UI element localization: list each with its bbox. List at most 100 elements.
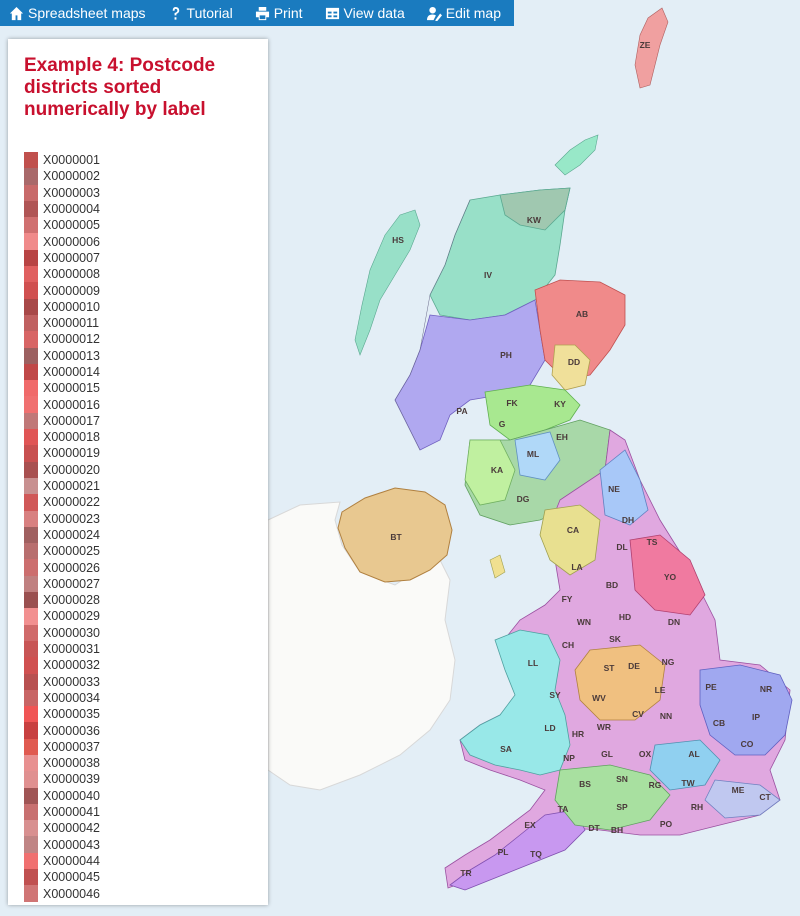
map-label-nr: NR [760, 684, 772, 694]
legend-item[interactable]: X0000019 [24, 445, 101, 462]
map-labels: ZE KW HS IV AB PH DD PA FK KY G EH ML KA DG NE BT DH CA TS D… [390, 40, 772, 878]
legend-swatch [24, 592, 38, 609]
map-label-yo: YO [664, 572, 677, 582]
legend-item[interactable]: X0000042 [24, 820, 100, 837]
legend-item[interactable]: X0000027 [24, 575, 100, 593]
legend-item[interactable]: X0000011 [24, 314, 100, 332]
legend-item[interactable]: X0000018 [24, 429, 100, 446]
legend-item[interactable]: X0000033 [24, 673, 100, 690]
legend-swatch [24, 168, 38, 185]
legend-label: X0000004 [43, 202, 101, 217]
legend-item[interactable]: X0000034 [24, 689, 100, 707]
legend-swatch [24, 314, 38, 332]
map-label-dd: DD [568, 357, 580, 367]
map-label-ex: EX [524, 820, 536, 830]
region-south [554, 764, 671, 831]
edit-map-button[interactable]: Edit map [416, 0, 512, 26]
legend-swatch [24, 445, 38, 462]
legend-item[interactable]: X0000017 [24, 412, 100, 430]
tutorial-button[interactable]: Tutorial [157, 0, 244, 26]
legend-swatch [24, 575, 38, 593]
legend-swatch [24, 152, 38, 169]
legend-item[interactable]: X0000020 [24, 461, 100, 478]
legend-item[interactable]: X0000014 [24, 363, 100, 381]
legend-swatch [24, 298, 38, 315]
legend-swatch [24, 200, 38, 218]
legend-item[interactable]: X0000013 [24, 347, 101, 364]
legend-label: X0000006 [43, 234, 101, 249]
edit-map-label: Edit map [445, 5, 501, 21]
map-label-hr: HR [572, 729, 584, 739]
legend-item[interactable]: X0000007 [24, 249, 101, 267]
legend-item[interactable]: X0000041 [24, 803, 100, 821]
region-southwest [449, 809, 586, 891]
legend-swatch [24, 412, 38, 430]
legend-label: X0000043 [43, 837, 101, 852]
map-label-co: CO [741, 739, 754, 749]
legend-item[interactable]: X0000008 [24, 266, 100, 283]
legend-item[interactable]: X0000046 [24, 885, 100, 902]
legend-swatch [24, 347, 38, 364]
map-label-bh: BH [611, 825, 623, 835]
legend-item[interactable]: X0000005 [24, 217, 100, 234]
legend-item[interactable]: X0000039 [24, 771, 100, 788]
legend-item[interactable]: X0000029 [24, 608, 100, 625]
legend-swatch [24, 689, 38, 707]
legend-item[interactable]: X0000003 [24, 184, 100, 201]
legend-item[interactable]: X0000021 [24, 477, 100, 495]
map-label-ox: OX [639, 749, 652, 759]
legend-swatch [24, 429, 38, 446]
legend-label: X0000037 [43, 739, 101, 754]
spreadsheet-maps-button[interactable]: Spreadsheet maps [0, 0, 157, 26]
legend-swatch [24, 869, 38, 886]
legend-item[interactable]: X0000030 [24, 624, 100, 641]
legend-item[interactable]: X0000023 [24, 510, 100, 527]
legend-item[interactable]: X0000045 [24, 869, 100, 886]
legend-item[interactable]: X0000022 [24, 494, 100, 511]
legend-swatch [24, 852, 38, 870]
legend-item[interactable]: X0000009 [24, 282, 100, 299]
map-label-sk: SK [609, 634, 622, 644]
legend-label: X0000019 [43, 446, 101, 461]
map-label-g: G [499, 419, 506, 429]
legend-swatch [24, 461, 38, 478]
legend-item[interactable]: X0000040 [24, 787, 100, 804]
legend-swatch [24, 526, 38, 544]
legend-item[interactable]: X0000024 [24, 526, 100, 544]
print-button[interactable]: Print [244, 0, 314, 26]
map-label-wn: WN [577, 617, 591, 627]
legend-label: X0000007 [43, 250, 101, 265]
legend-swatch [24, 657, 38, 674]
legend-item[interactable]: X0000038 [24, 754, 100, 772]
legend-item[interactable]: X0000036 [24, 722, 100, 739]
legend-item[interactable]: X0000010 [24, 298, 100, 315]
legend-label: X0000013 [43, 348, 101, 363]
legend-swatch [24, 771, 38, 788]
view-data-button[interactable]: View data [314, 0, 416, 26]
legend-item[interactable]: X0000028 [24, 592, 100, 609]
legend-item[interactable]: X0000031 [24, 640, 100, 658]
legend-label: X0000012 [43, 332, 101, 347]
legend-swatch [24, 363, 38, 381]
legend-item[interactable]: X0000002 [24, 168, 100, 185]
legend-item[interactable]: X0000015 [24, 380, 100, 397]
region-northeast [599, 449, 649, 526]
map-label-ne: NE [608, 484, 620, 494]
legend-item[interactable]: X0000026 [24, 559, 100, 576]
legend-item[interactable]: X0000004 [24, 200, 101, 218]
legend-item[interactable]: X0000032 [24, 657, 100, 674]
legend-item[interactable]: X0000025 [24, 543, 100, 560]
legend-item[interactable]: X0000035 [24, 706, 101, 723]
legend-label: X0000035 [43, 707, 101, 722]
legend-item[interactable]: X0000037 [24, 738, 101, 755]
legend-item[interactable]: X0000001 [24, 152, 100, 169]
map-label-pl: PL [498, 847, 509, 857]
legend-item[interactable]: X0000043 [24, 836, 101, 853]
legend-swatch [24, 184, 38, 201]
legend-label: X0000016 [43, 397, 101, 412]
legend-item[interactable]: X0000044 [24, 852, 100, 870]
legend-swatch [24, 624, 38, 641]
legend-item[interactable]: X0000006 [24, 233, 101, 250]
legend-item[interactable]: X0000016 [24, 396, 101, 413]
legend-item[interactable]: X0000012 [24, 331, 101, 348]
